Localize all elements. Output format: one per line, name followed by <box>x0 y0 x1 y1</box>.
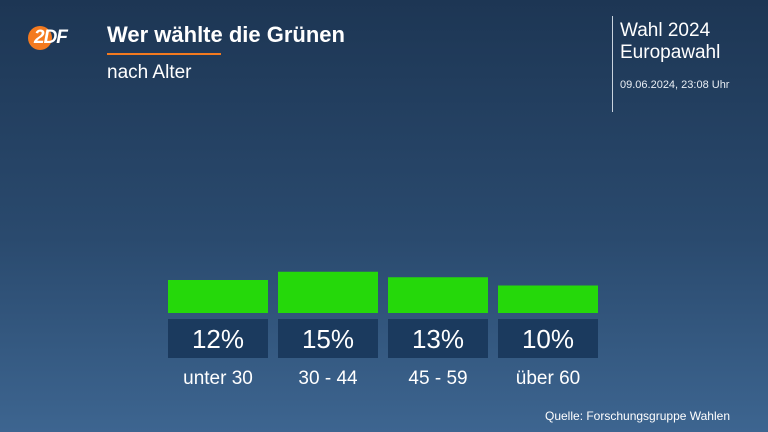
zdf-logo: 2DF <box>28 26 86 50</box>
source-note: Quelle: Forschungsgruppe Wahlen <box>545 409 730 423</box>
value-label-2: 15% <box>302 324 354 354</box>
value-label-box-2 <box>278 319 378 358</box>
bar-1 <box>168 280 268 313</box>
logo-text: 2DF <box>34 27 68 48</box>
category-label-4: über 60 <box>516 368 580 389</box>
logo-circle-icon <box>28 26 52 50</box>
value-label-box-1 <box>168 319 268 358</box>
value-label-1: 12% <box>192 324 244 354</box>
category-label-1: unter 30 <box>183 368 253 389</box>
value-label-box-4 <box>498 319 598 358</box>
category-label-2: 30 - 44 <box>298 368 358 389</box>
category-label-3: 45 - 59 <box>408 368 467 389</box>
election-name: Europawahl <box>620 42 721 63</box>
chart-title: Wer wählte die Grünen <box>107 22 345 47</box>
title-underline <box>107 53 221 55</box>
value-label-4: 10% <box>522 324 574 354</box>
bar-4 <box>498 285 598 313</box>
bar-3 <box>388 277 488 313</box>
election-year: Wahl 2024 <box>620 20 711 41</box>
header-divider <box>612 16 613 112</box>
chart-subtitle: nach Alter <box>107 62 192 83</box>
value-label-3: 13% <box>412 324 464 354</box>
bar-2 <box>278 271 378 313</box>
value-label-box-3 <box>388 319 488 358</box>
election-datetime: 09.06.2024, 23:08 Uhr <box>620 79 730 91</box>
